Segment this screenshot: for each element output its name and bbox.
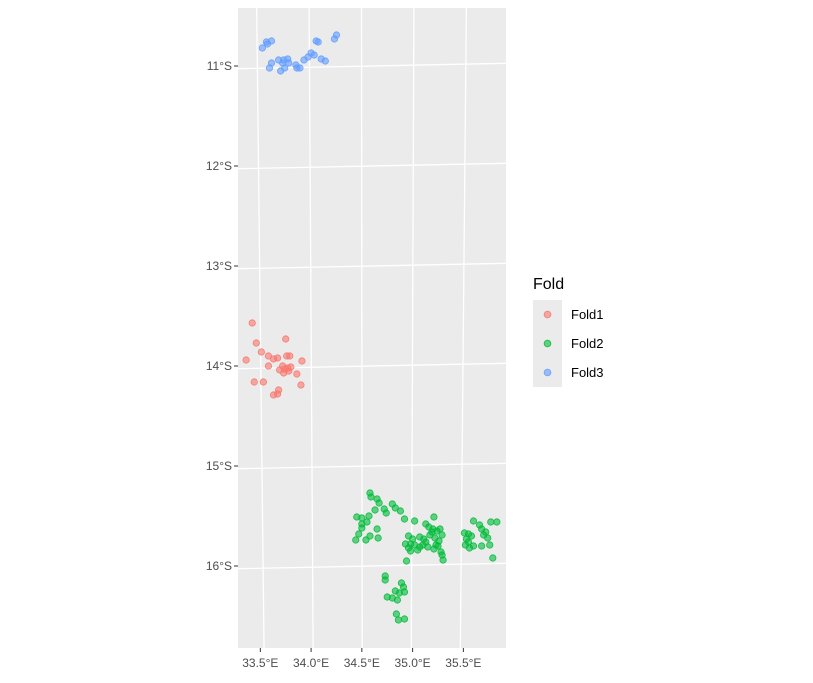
point-fold2: [371, 506, 379, 514]
point-fold2: [419, 541, 427, 549]
grid-parallel: [237, 562, 507, 570]
point-fold2: [365, 512, 373, 520]
point-fold2: [367, 493, 375, 501]
point-fold1: [293, 370, 301, 378]
point-fold3: [296, 64, 304, 72]
point-fold2: [375, 499, 383, 507]
point-fold2: [352, 536, 360, 544]
point-fold2: [373, 525, 381, 533]
point-fold2: [355, 530, 363, 538]
grid-parallel: [237, 462, 507, 470]
point-fold3: [310, 51, 318, 59]
point-fold2: [411, 541, 419, 549]
x-tick-label: 34.0°E: [293, 656, 329, 670]
y-tick-label: 13°S: [206, 259, 232, 273]
series-fold1: [242, 319, 306, 399]
grid-meridian: [360, 7, 363, 649]
point-fold3: [265, 64, 274, 72]
point-fold2: [478, 542, 486, 550]
point-fold2: [489, 554, 497, 562]
point-fold2: [430, 545, 438, 553]
point-fold1: [298, 357, 306, 365]
point-fold2: [411, 517, 419, 525]
point-fold2: [382, 509, 390, 517]
data-points: [242, 31, 501, 624]
legend-key-fold1: [543, 310, 552, 319]
point-fold1: [273, 390, 282, 398]
point-fold2: [439, 556, 447, 564]
legend-keys: Fold1 Fold2 Fold3: [533, 300, 604, 387]
point-fold2: [402, 557, 411, 565]
point-fold3: [330, 35, 339, 43]
legend-label-fold2: Fold2: [571, 336, 604, 351]
point-fold2: [484, 534, 492, 542]
y-tick-label: 11°S: [207, 59, 232, 73]
point-fold1: [257, 348, 265, 356]
point-fold3: [277, 67, 285, 75]
point-fold1: [259, 378, 267, 386]
point-fold2: [362, 536, 370, 544]
grid-meridian: [459, 7, 468, 649]
point-fold2: [406, 547, 415, 555]
point-fold2: [394, 616, 402, 624]
x-tick-label: 35.0°E: [395, 656, 431, 670]
point-fold1: [276, 366, 284, 374]
legend-key-fold3: [543, 368, 552, 377]
x-tick-label: 35.5°E: [445, 656, 481, 670]
point-fold3: [263, 40, 272, 48]
point-fold3: [314, 38, 322, 46]
x-tick-label: 34.5°E: [344, 656, 380, 670]
point-fold2: [363, 518, 371, 526]
series-fold2: [352, 489, 501, 624]
legend-title: Fold: [533, 276, 564, 293]
point-fold3: [321, 57, 329, 65]
grid-meridian: [256, 7, 265, 649]
legend-key-fold2: [543, 339, 552, 348]
point-fold1: [250, 378, 258, 386]
y-tick-label: 12°S: [206, 159, 232, 173]
point-fold2: [436, 525, 444, 533]
point-fold1: [286, 352, 294, 360]
point-fold2: [353, 513, 361, 521]
point-fold2: [400, 588, 409, 596]
point-fold2: [486, 541, 494, 549]
grid-parallel: [237, 162, 507, 170]
point-fold2: [392, 610, 400, 618]
point-fold2: [465, 544, 474, 552]
point-fold2: [487, 518, 495, 526]
grid-parallel: [237, 262, 507, 270]
point-fold2: [438, 531, 446, 539]
legend: Fold Fold1 Fold2 Fold3: [533, 276, 604, 387]
point-fold2: [493, 518, 501, 526]
point-fold1: [264, 362, 273, 370]
point-fold2: [430, 513, 438, 521]
y-tick-label: 16°S: [206, 559, 232, 573]
legend-label-fold3: Fold3: [571, 365, 604, 380]
point-fold2: [358, 524, 366, 532]
point-fold1: [273, 354, 282, 362]
point-fold1: [297, 381, 305, 389]
y-tick-label: 15°S: [206, 459, 232, 473]
series-fold3: [258, 31, 341, 75]
y-axis: 11°S 12°S 13°S 14°S 15°S 16°S: [206, 59, 238, 573]
legend-label-fold1: Fold1: [571, 307, 604, 322]
point-fold2: [393, 596, 401, 604]
point-fold2: [400, 515, 409, 523]
point-fold2: [396, 507, 405, 515]
point-fold1: [252, 339, 260, 347]
point-fold1: [242, 356, 250, 364]
point-fold2: [400, 615, 409, 623]
grid-meridian: [308, 7, 314, 649]
y-tick-label: 14°S: [206, 359, 232, 373]
point-fold2: [381, 576, 389, 584]
point-fold1: [248, 319, 256, 327]
point-fold3: [258, 44, 266, 52]
point-fold3: [300, 56, 308, 64]
point-fold2: [469, 517, 478, 525]
point-fold1: [282, 335, 290, 343]
x-axis: 33.5°E 34.0°E 34.5°E 35.0°E 35.5°E: [242, 648, 481, 670]
point-fold2: [374, 534, 382, 542]
x-tick-label: 33.5°E: [242, 656, 278, 670]
